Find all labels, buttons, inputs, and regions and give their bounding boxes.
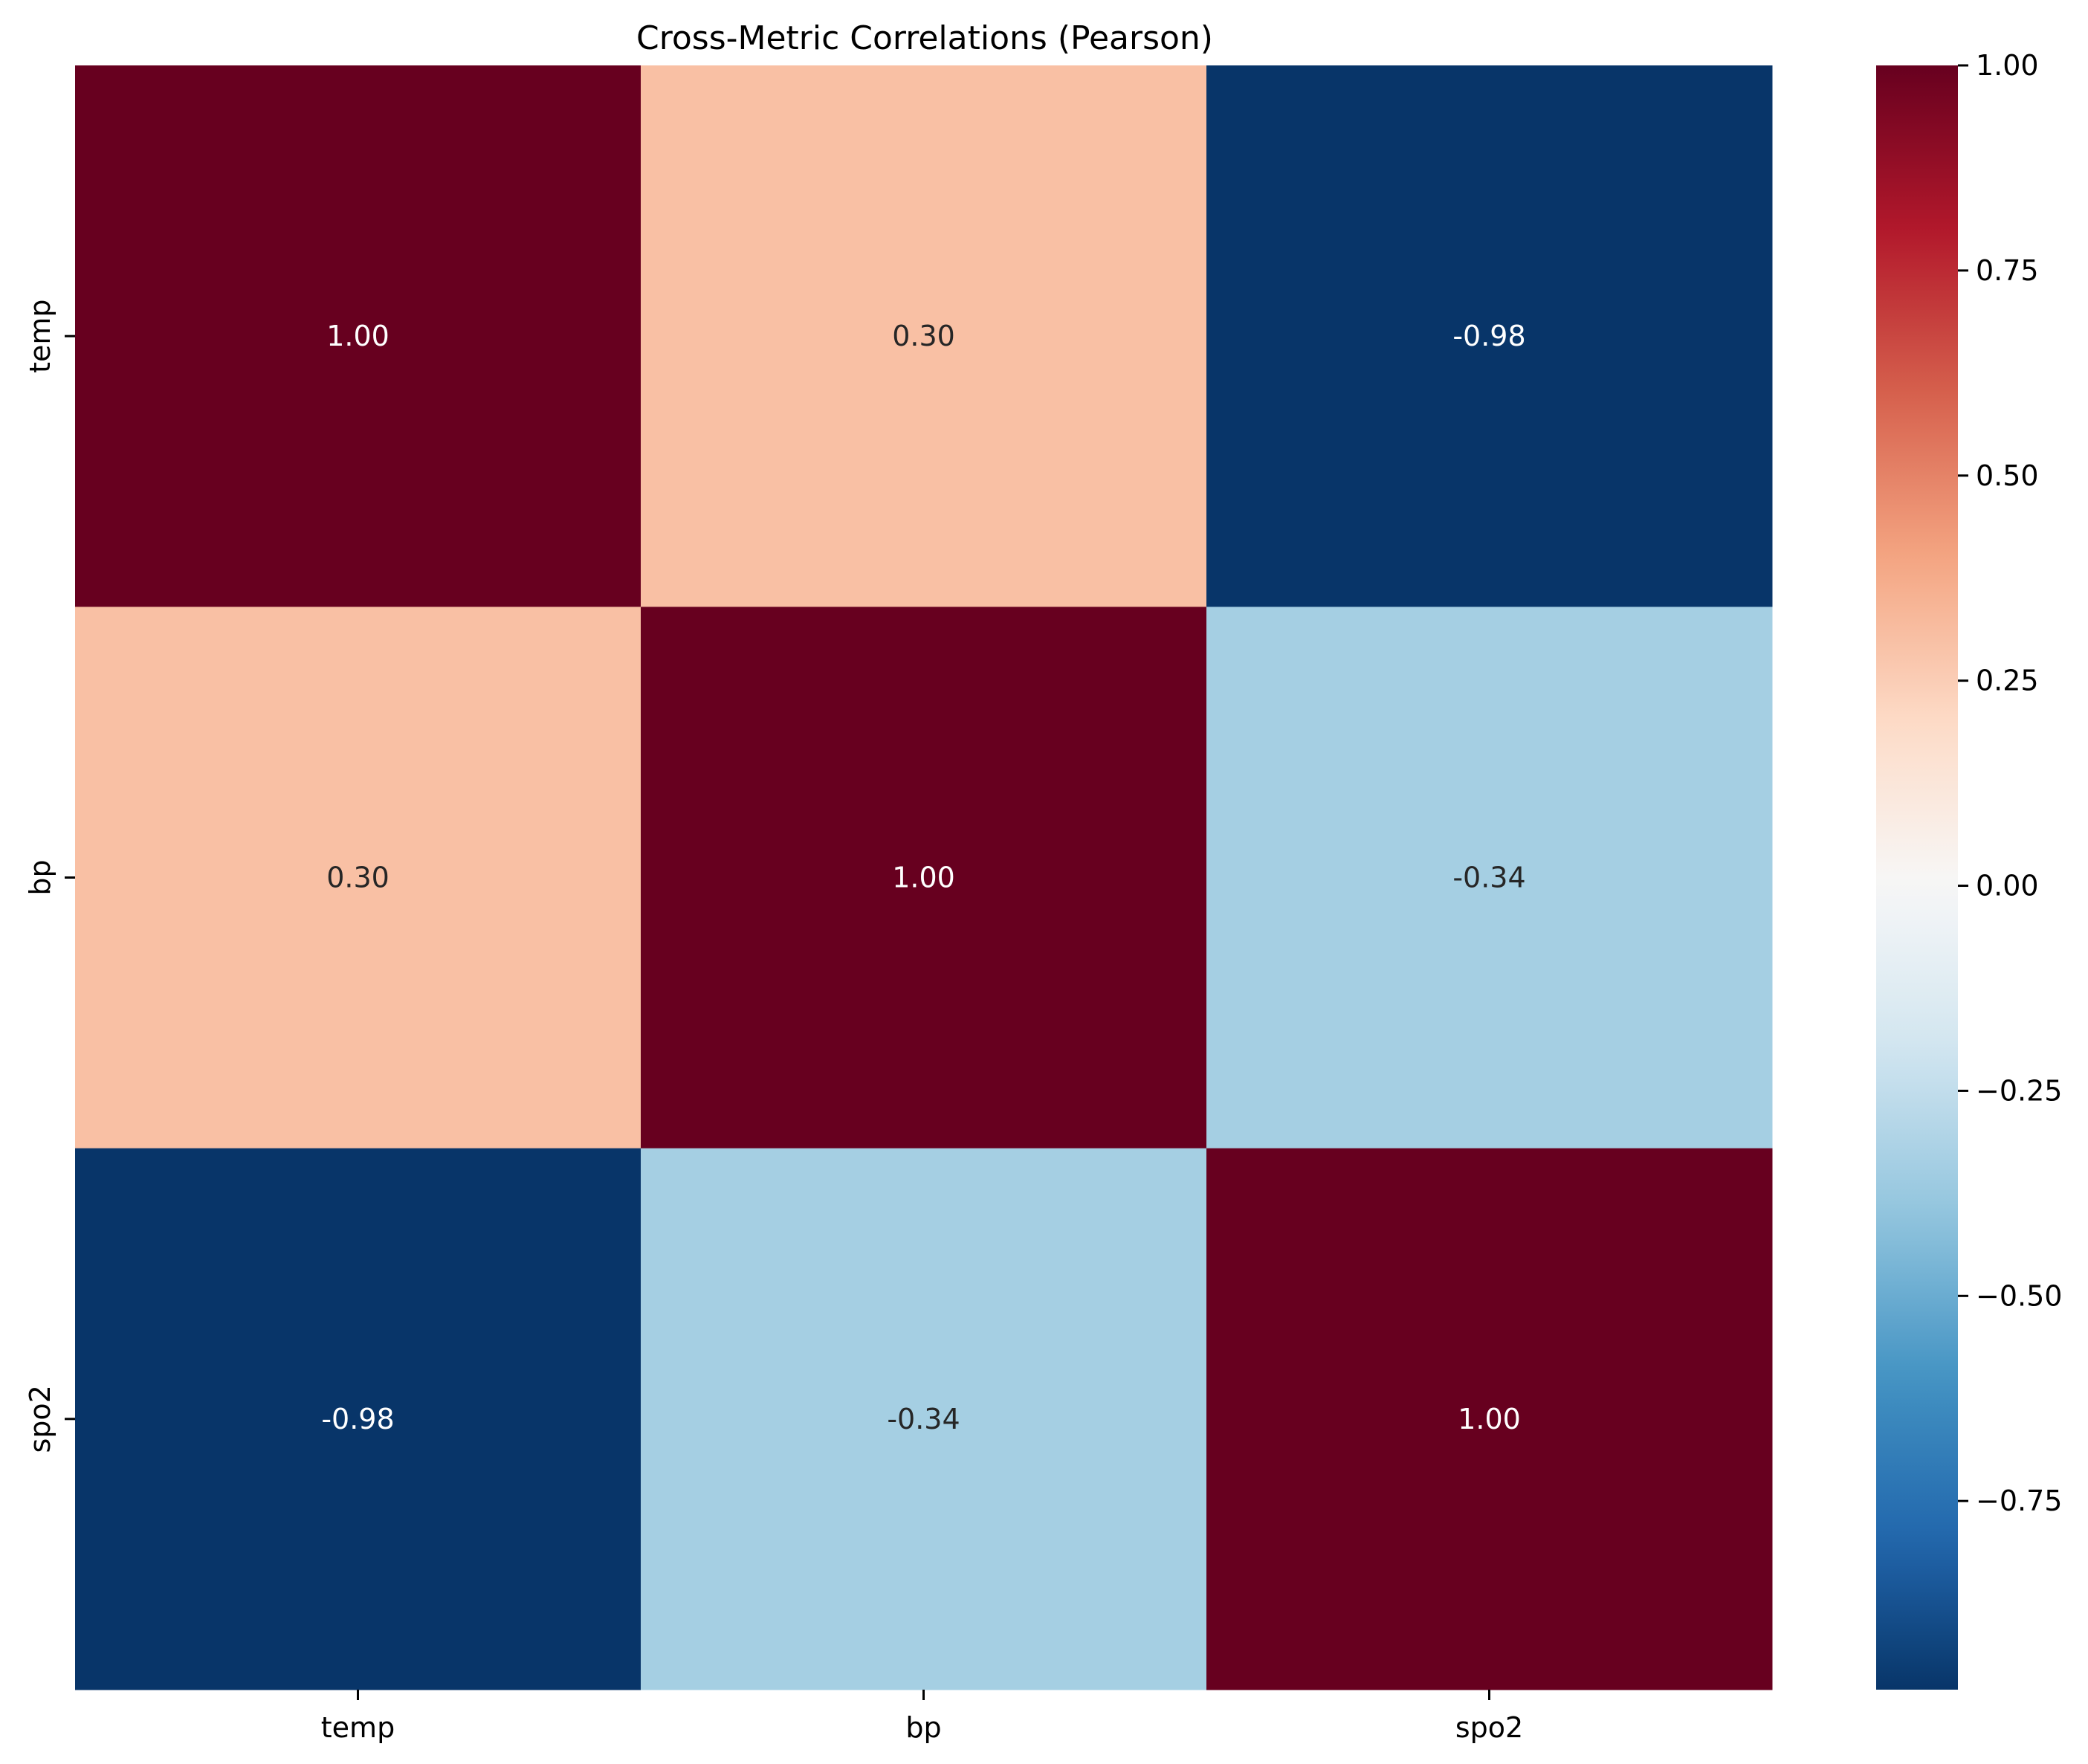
x-tick-label: spo2 [1455,1711,1523,1744]
y-axis: temp bp spo2 [24,299,75,1453]
colorbar-gradient [1876,65,1958,1690]
heatmap-cell-temp-spo2 [1206,65,1773,607]
colorbar: 1.00 0.75 0.50 0.25 0.00 −0.25 −0.50 −0.75 [1876,49,2062,1690]
y-tick-label: spo2 [24,1385,56,1453]
heatmap-cell-bp-spo2 [1206,607,1773,1149]
y-tick-label: temp [24,299,56,372]
cell-value-label: 1.00 [326,320,390,352]
heatmap-cell-bp-bp [641,607,1207,1149]
colorbar-tick-label: 0.75 [1976,254,2039,287]
cell-value-label: -0.34 [1452,862,1525,894]
chart-title: Cross-Metric Correlations (Pearson) [636,19,1213,57]
heatmap-cells: 1.00 0.30 -0.98 0.30 1.00 -0.34 -0.98 -0.34 1.00 [75,65,1773,1690]
x-tick-label: bp [905,1711,941,1744]
colorbar-tick-label: 1.00 [1976,49,2039,82]
heatmap-cell-temp-bp [641,65,1207,607]
colorbar-tick-label: −0.75 [1976,1484,2062,1517]
colorbar-tick-label: −0.50 [1976,1279,2062,1312]
cell-value-label: 1.00 [892,862,955,894]
heatmap-cell-spo2-temp [75,1148,641,1690]
cell-value-label: 0.30 [326,862,390,894]
heatmap-cell-spo2-bp [641,1148,1207,1690]
cell-value-label: 0.30 [892,320,955,352]
colorbar-tick-label: 0.25 [1976,665,2039,697]
heatmap-cell-spo2-spo2 [1206,1148,1773,1690]
y-tick-label: bp [24,859,56,895]
x-tick-label: temp [321,1711,395,1744]
heatmap-cell-temp-temp [75,65,641,607]
cell-value-label: -0.34 [887,1403,960,1435]
colorbar-tick-label: −0.25 [1976,1074,2062,1107]
colorbar-tick-label: 0.00 [1976,870,2039,902]
cell-value-label: -0.98 [1452,320,1525,352]
colorbar-tick-label: 0.50 [1976,459,2039,492]
heatmap-cell-bp-temp [75,607,641,1149]
cell-value-label: -0.98 [321,1403,394,1435]
x-axis: temp bp spo2 [321,1690,1523,1744]
cell-value-label: 1.00 [1458,1403,1521,1435]
